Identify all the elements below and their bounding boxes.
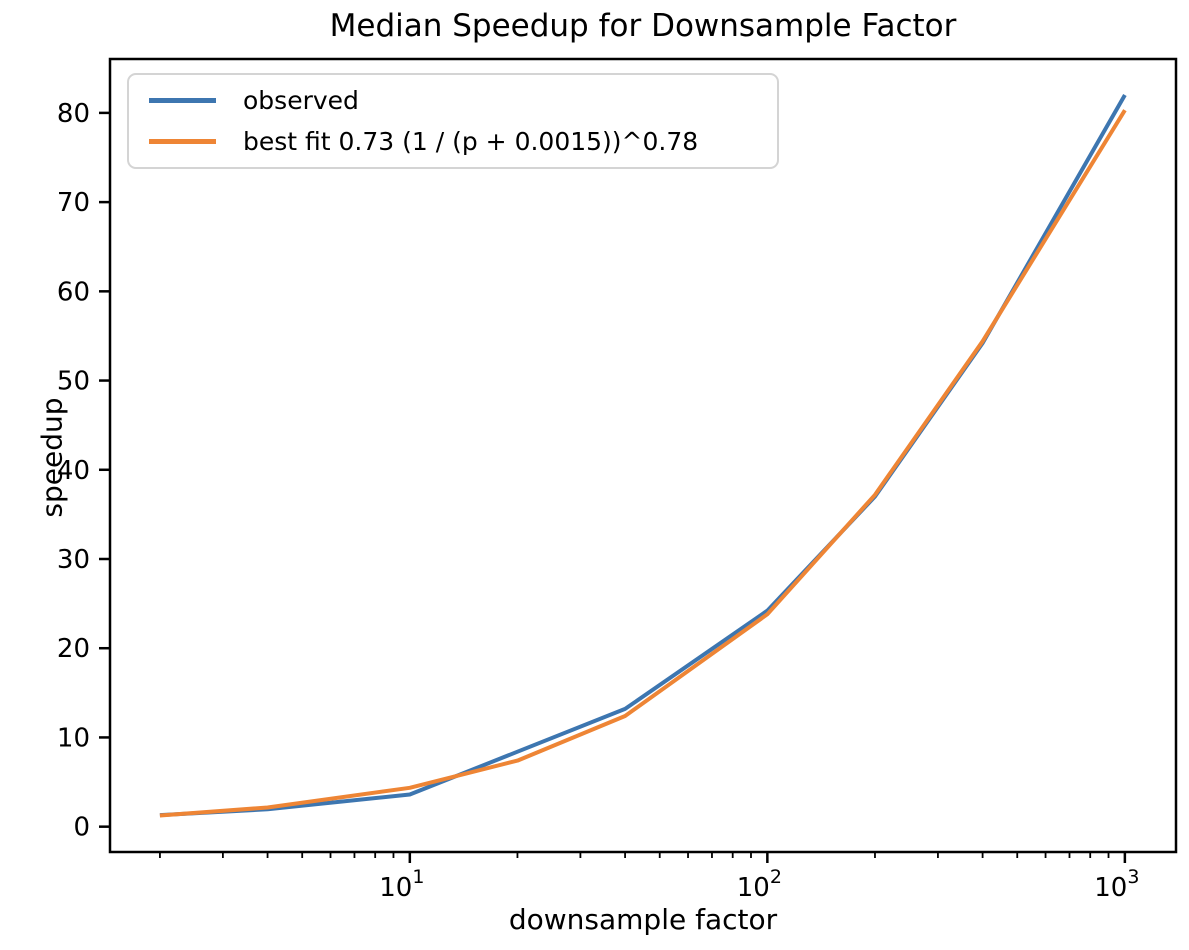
x-tick-label: 103 [1094,866,1139,903]
y-tick-label: 40 [57,456,90,486]
y-tick-label: 60 [57,277,90,307]
legend-item-best-fit: best fit 0.73 (1 / (p + 0.0015))^0.78 [129,127,777,156]
observed-line-swatch [149,98,216,104]
y-tick-label: 30 [57,545,90,575]
legend-label-observed: observed [243,86,359,116]
y-tick-label: 10 [57,723,90,753]
plot-background [110,59,1176,852]
y-tick-label: 80 [57,99,90,129]
y-tick-label: 50 [57,367,90,397]
chart-title: Median Speedup for Downsample Factor [329,8,957,44]
best-fit-line [159,109,1127,818]
y-tick-label: 0 [73,813,90,843]
y-tick-label: 20 [57,634,90,664]
axes-spines [108,57,1178,854]
best-fit-line-swatch [149,138,216,144]
legend-item-observed: observed [129,86,777,115]
legend-label-best-fit: best fit 0.73 (1 / (p + 0.0015))^0.78 [243,126,699,156]
legend: observed best fit 0.73 (1 / (p + 0.0015)… [127,73,779,169]
x-axis-label: downsample factor [508,903,778,936]
x-tick-label: 101 [379,866,424,903]
y-axis-label: speedup [35,397,69,518]
y-tick-label: 70 [57,188,90,218]
x-tick-label: 102 [737,866,782,903]
